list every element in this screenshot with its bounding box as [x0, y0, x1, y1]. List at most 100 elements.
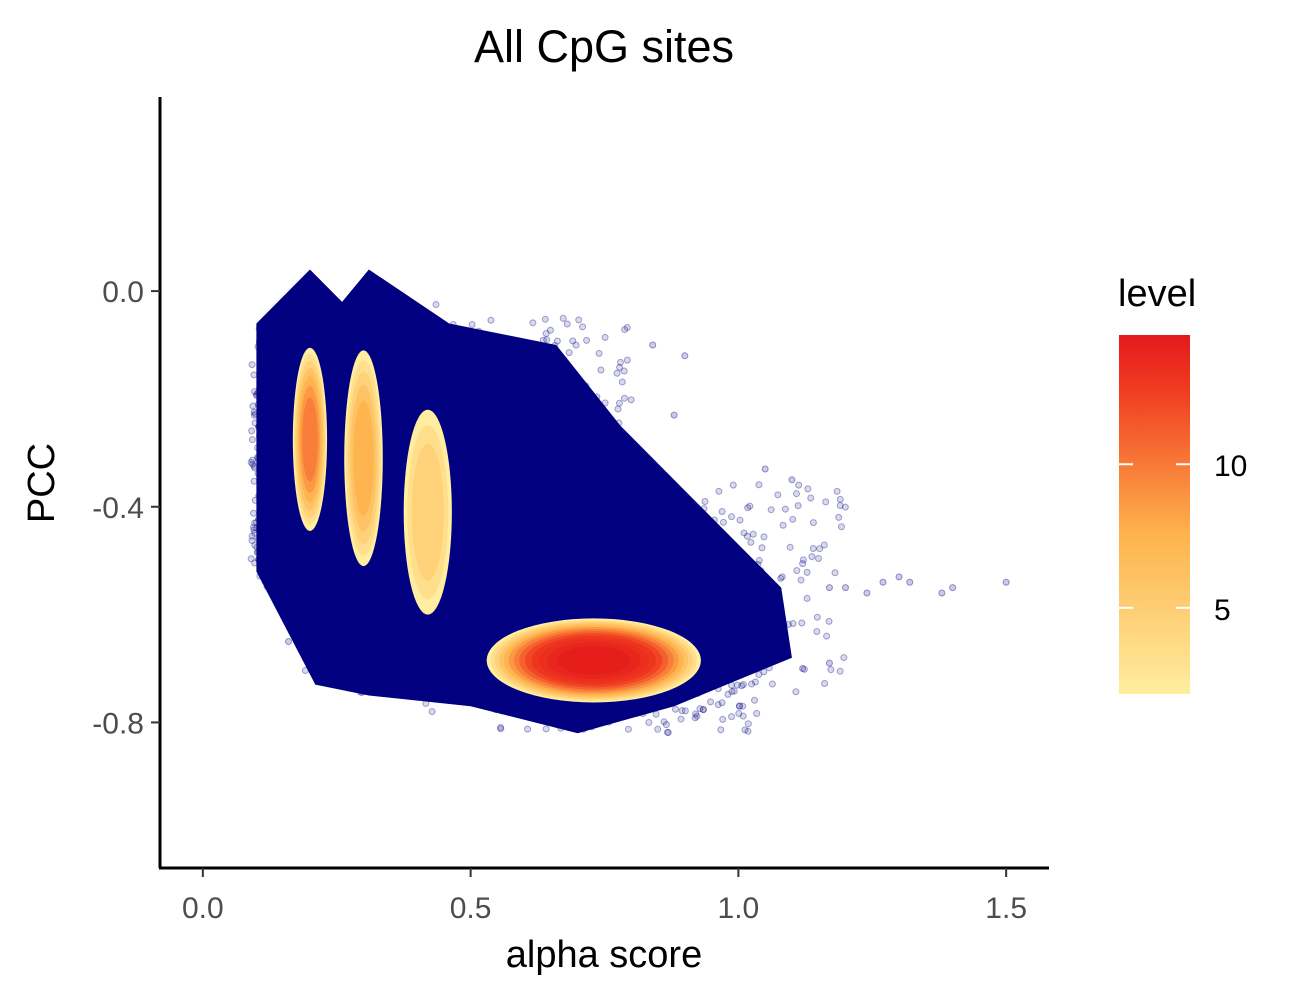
scatter-point [825, 584, 833, 592]
scatter-point [542, 725, 550, 733]
scatter-point [718, 508, 726, 516]
scatter-point [816, 545, 824, 553]
scatter-point [487, 316, 495, 324]
scatter-point [836, 501, 844, 509]
scatter-point [707, 698, 715, 706]
scatter-point [579, 323, 587, 331]
scatter-point [738, 682, 746, 690]
scatter-point [497, 725, 505, 733]
scatter-point [724, 690, 732, 698]
scatter-point [836, 667, 844, 675]
scatter-point [747, 538, 755, 546]
scatter-point [717, 726, 725, 734]
scatter-point [583, 336, 591, 344]
scatter-point [529, 319, 537, 327]
density-contours [292, 347, 701, 703]
scatter-point [760, 533, 768, 541]
scatter-point [833, 487, 841, 495]
scatter-point [744, 504, 752, 512]
scatter-point [803, 568, 811, 576]
scatter-point [746, 502, 754, 510]
scatter-point [719, 518, 727, 526]
x-tick-label: 0.5 [450, 892, 492, 925]
scatter-point [654, 725, 662, 733]
scatter-point [739, 681, 747, 689]
scatter-point [250, 477, 258, 485]
scatter-point [671, 705, 679, 713]
scatter-point [792, 688, 800, 696]
scatter-point [691, 714, 699, 722]
scatter-point [807, 494, 815, 502]
scatter-point [788, 476, 796, 484]
scatter-point [840, 654, 848, 662]
scatter-point [524, 725, 532, 733]
scatter-point [739, 702, 747, 710]
y-tick-label: -0.4 [92, 492, 144, 525]
scatter-point [247, 458, 255, 466]
scatter-point [743, 532, 751, 540]
scatter-point [692, 710, 700, 718]
scatter-point [620, 394, 628, 402]
scatter-point [428, 708, 436, 716]
scatter-point [620, 367, 628, 375]
scatter-point [800, 665, 808, 673]
scatter-point [250, 371, 258, 379]
scatter-point [768, 680, 776, 688]
scatter-point [820, 541, 828, 549]
scatter-point [809, 545, 817, 553]
scatter-point [660, 718, 668, 726]
scatter-point [808, 553, 816, 561]
scatter-point [618, 378, 626, 386]
scatter-point [338, 670, 346, 678]
density-contour [557, 645, 631, 675]
scatter-point [248, 532, 256, 540]
scatter-point [432, 301, 440, 309]
scatter-point [248, 537, 256, 545]
colorbar-tick-label: 5 [1214, 594, 1231, 627]
x-tick-label: 0.0 [182, 892, 224, 925]
scatter-point [699, 706, 707, 714]
scatter-point [809, 519, 817, 527]
scatter-point [815, 554, 823, 562]
scatter-point [827, 666, 835, 674]
scatter-point [744, 720, 752, 728]
scatter-point [678, 707, 686, 715]
scatter-point [729, 481, 737, 489]
scatter-point [821, 679, 829, 687]
scatter-point [779, 521, 787, 529]
scatter-point [541, 315, 549, 323]
scatter-point [786, 543, 794, 551]
x-tick-label: 1.0 [718, 892, 760, 925]
scatter-point [774, 491, 782, 499]
scatter-point [248, 427, 256, 435]
scatter-point [863, 589, 871, 597]
scatter-point [542, 329, 550, 337]
density-contour [302, 397, 318, 482]
scatter-point [835, 513, 843, 521]
scatter-point [804, 485, 812, 493]
scatter-point [822, 498, 830, 506]
scatter-point [250, 408, 258, 416]
scatter-point [777, 574, 785, 582]
legend-title: level [1118, 273, 1196, 315]
scatter-point [755, 556, 763, 564]
scatter-point [616, 358, 624, 366]
scatter-point [595, 349, 603, 357]
scatter-point [563, 320, 571, 328]
scatter-point [615, 399, 623, 407]
scatter-point [247, 555, 255, 563]
scatter-point [715, 487, 723, 495]
scatter-point [741, 726, 749, 734]
scatter-point [249, 456, 257, 464]
scatter-point [739, 712, 747, 720]
scatter-point [758, 544, 766, 552]
colorbar [1119, 335, 1190, 694]
scatter-point [841, 503, 849, 511]
scatter-point [799, 665, 807, 673]
colorbar-ticks: 5 10 [1119, 450, 1247, 627]
scatter-point [623, 356, 631, 364]
scatter-point [794, 502, 802, 510]
scatter-point [748, 680, 756, 688]
scatter-point [789, 515, 797, 523]
scatter-point [624, 725, 632, 733]
